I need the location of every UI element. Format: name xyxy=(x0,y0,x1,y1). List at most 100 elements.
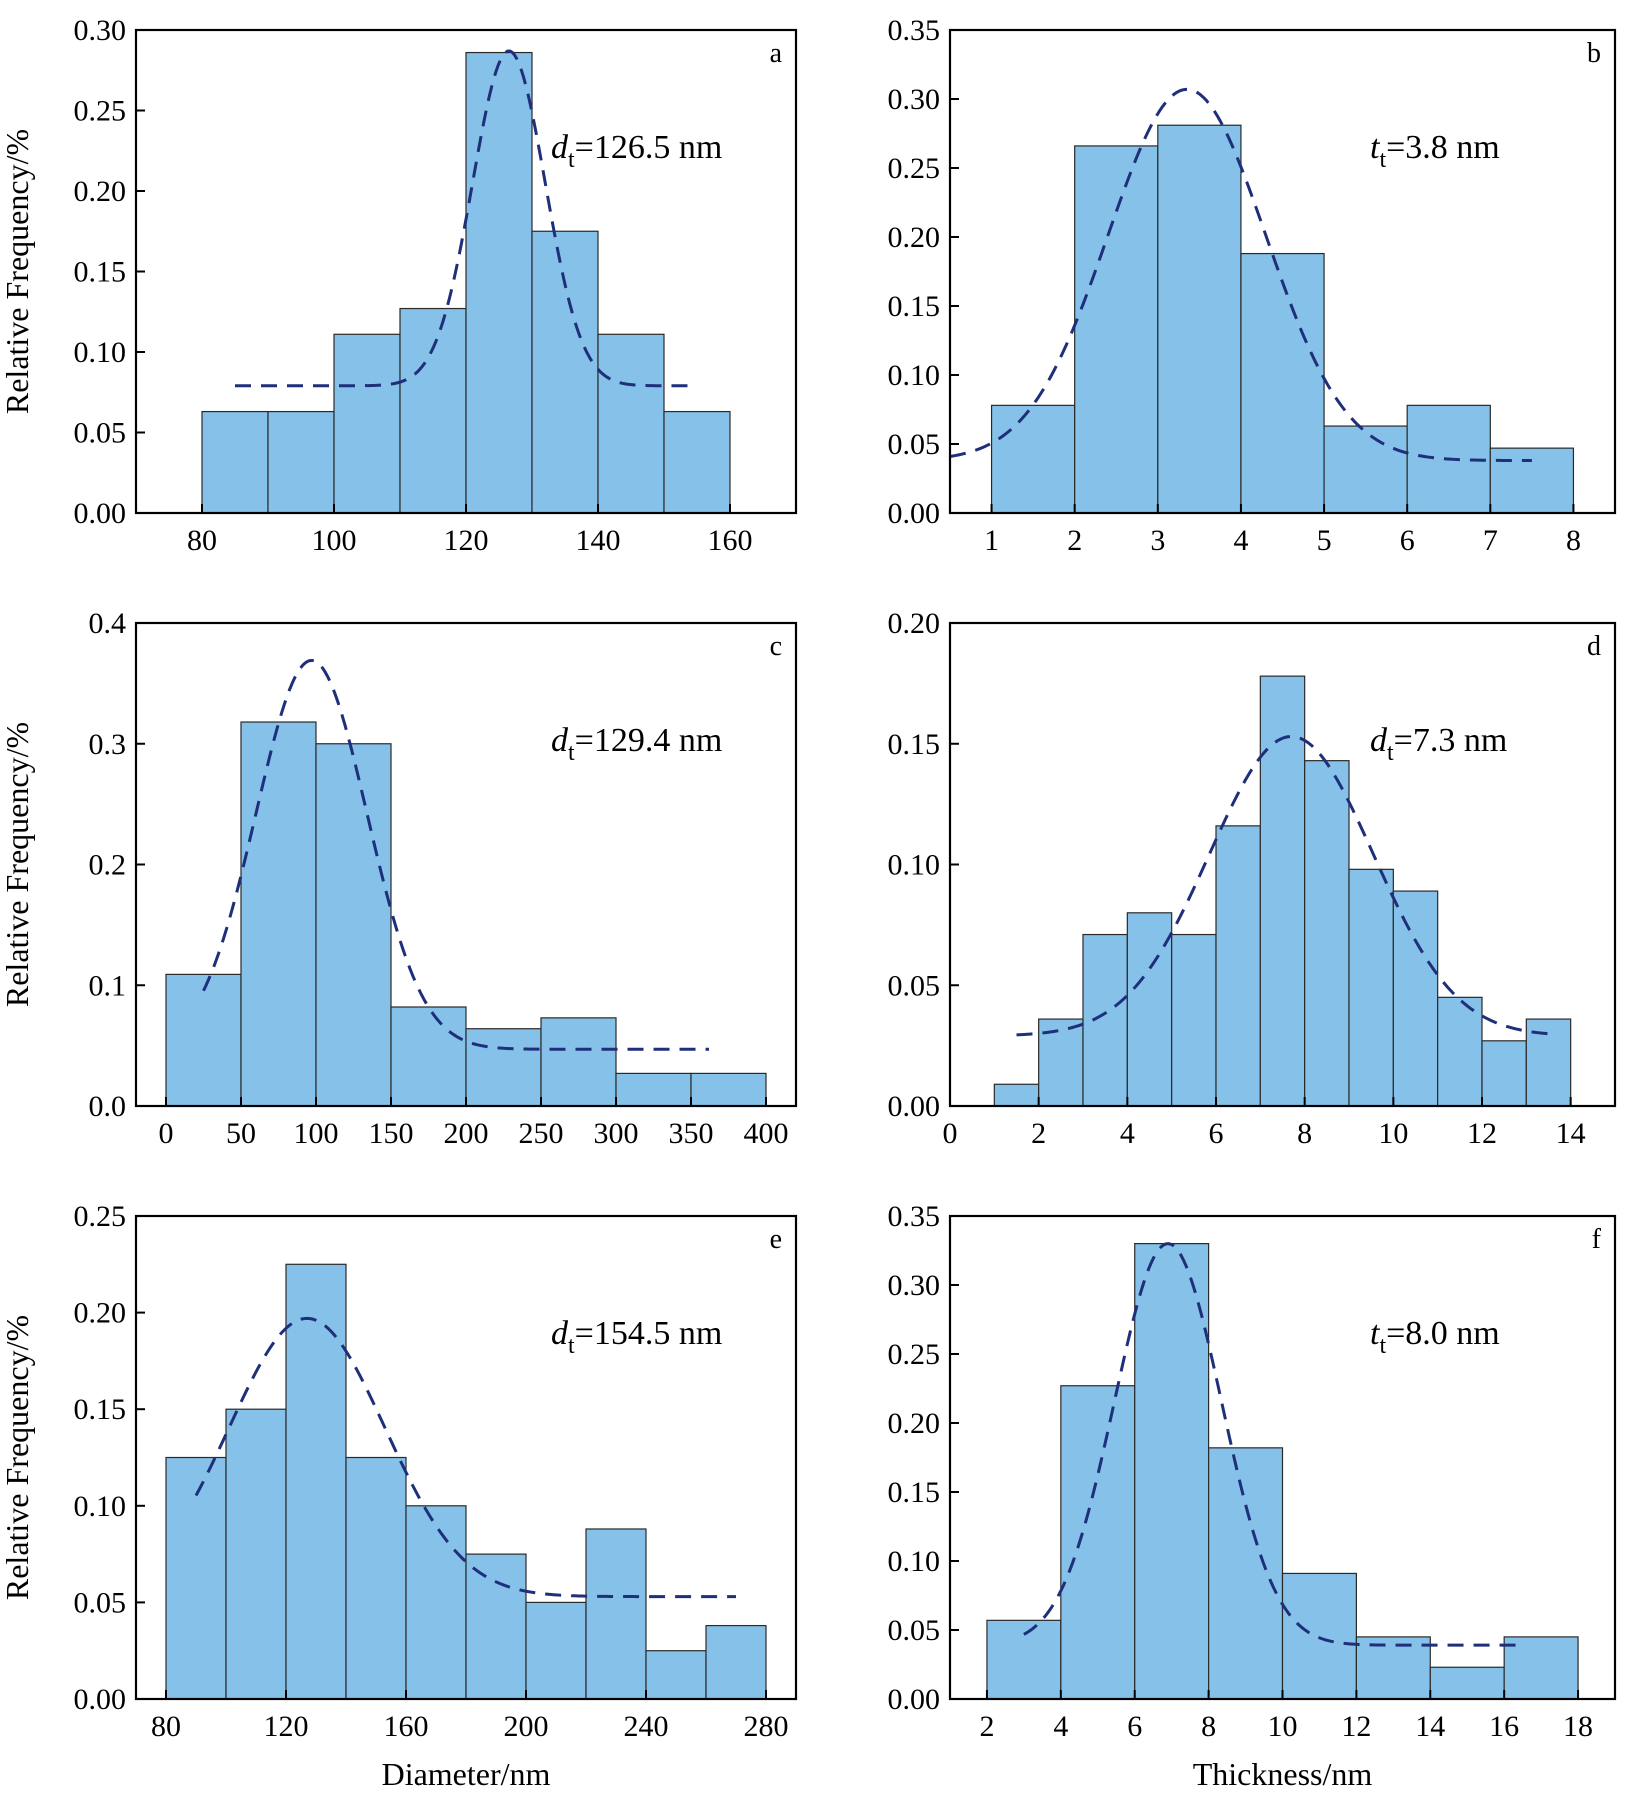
y-tick-label: 0.10 xyxy=(74,1490,127,1523)
annotation-subscript: t xyxy=(1387,740,1394,766)
plot-frame xyxy=(948,28,1617,515)
histogram-bar xyxy=(986,1619,1062,1700)
x-tick-label: 160 xyxy=(708,524,753,557)
x-tick-label: 6 xyxy=(1127,1710,1142,1743)
histogram-bar xyxy=(1503,1636,1579,1700)
histogram-bar xyxy=(645,1650,707,1700)
y-tick-label: 0.25 xyxy=(74,1200,127,1233)
x-tick-label: 100 xyxy=(312,524,357,557)
histogram-bar xyxy=(1208,1447,1284,1700)
panel-letter: e xyxy=(770,1224,782,1255)
fit-curve xyxy=(1016,735,1549,1037)
histogram-bar xyxy=(1074,145,1159,514)
x-tick-label: 240 xyxy=(624,1710,669,1743)
histogram-bar xyxy=(990,404,1076,514)
y-tick-label: 0.05 xyxy=(888,969,941,1002)
y-tick-label: 0.00 xyxy=(888,1683,941,1716)
x-axis-title: Diameter/nm xyxy=(382,1756,551,1792)
fit-annotation: dt=126.5 nm xyxy=(551,129,722,173)
x-axis-title: Thickness/nm xyxy=(1193,1756,1373,1792)
panel-b: 0.00 0.05 0.10 0.15 0.20 0.25 0.30 0.35 1 2 3 4 5 6 7 8… xyxy=(888,14,1617,557)
y-tick-label: 0.15 xyxy=(74,1393,127,1426)
histogram-bar xyxy=(585,1528,647,1700)
x-tick-label: 6 xyxy=(1400,524,1415,557)
x-tick-label: 2 xyxy=(1067,524,1082,557)
x-tick-label: 8 xyxy=(1297,1117,1312,1150)
x-tick-label: 2 xyxy=(979,1710,994,1743)
panel-c: 0.0 0.1 0.2 0.3 0.4 0 50 100 150 200 250 300 350 400 c… xyxy=(0,607,798,1150)
annotation-subscript: t xyxy=(1379,1333,1386,1359)
y-tick-label: 0.15 xyxy=(74,256,127,289)
fit-annotation: tt=8.0 nm xyxy=(1370,1315,1500,1359)
x-tick-label: 2 xyxy=(1031,1117,1046,1150)
fit-annotation: tt=3.8 nm xyxy=(1370,129,1500,173)
y-tick-label: 0.2 xyxy=(89,849,127,882)
x-tick-label: 300 xyxy=(594,1117,639,1150)
y-tick-label: 0.25 xyxy=(74,95,127,128)
x-tick-label: 80 xyxy=(151,1710,181,1743)
histogram-bar xyxy=(690,1072,767,1107)
y-tick-label: 0.15 xyxy=(888,1476,941,1509)
histogram-bar xyxy=(540,1017,617,1107)
x-tick-label: 5 xyxy=(1317,524,1332,557)
histogram-bar xyxy=(993,1083,1040,1107)
histogram-bar xyxy=(525,1601,587,1700)
y-tick-label: 0.20 xyxy=(888,1407,941,1440)
annotation-value: =126.5 nm xyxy=(575,129,723,166)
x-tick-label: 120 xyxy=(264,1710,309,1743)
histogram-bar xyxy=(345,1456,407,1700)
y-axis-title: Relative Frequency/% xyxy=(0,129,35,414)
y-tick-label: 0.05 xyxy=(74,417,127,450)
histogram-bar xyxy=(1082,933,1128,1107)
y-tick-label: 0.4 xyxy=(89,607,127,640)
panel-f: 0.00 0.05 0.10 0.15 0.20 0.25 0.30 0.35 2 4 6 8 10 12… xyxy=(888,1200,1617,1792)
x-tick-label: 250 xyxy=(519,1117,564,1150)
y-tick-label: 0.20 xyxy=(74,175,127,208)
x-tick-label: 10 xyxy=(1268,1710,1298,1743)
x-tick-label: 3 xyxy=(1150,524,1165,557)
histogram-bar xyxy=(225,1408,287,1700)
x-tick-label: 280 xyxy=(744,1710,789,1743)
histogram-bar xyxy=(201,410,269,514)
annotation-subscript: t xyxy=(568,740,575,766)
histogram-bar xyxy=(1171,933,1217,1107)
histogram-bar xyxy=(465,1553,527,1700)
x-tick-label: 140 xyxy=(576,524,621,557)
y-tick-label: 0.00 xyxy=(74,497,127,530)
annotation-value: =154.5 nm xyxy=(575,1315,723,1352)
x-tick-label: 8 xyxy=(1566,524,1581,557)
histogram-bar xyxy=(1060,1385,1136,1700)
x-tick-label: 100 xyxy=(294,1117,339,1150)
x-tick-label: 10 xyxy=(1378,1117,1408,1150)
x-tick-label: 1 xyxy=(984,524,999,557)
y-tick-label: 0.3 xyxy=(89,728,127,761)
fit-curve xyxy=(235,49,697,388)
annotation-variable: d xyxy=(551,1315,569,1352)
y-tick-label: 0.00 xyxy=(888,497,941,530)
annotation-variable: d xyxy=(551,129,569,166)
histogram-bar xyxy=(615,1072,692,1107)
annotation-subscript: t xyxy=(1379,147,1386,173)
fit-curve xyxy=(194,1316,736,1599)
x-tick-label: 4 xyxy=(1233,524,1248,557)
annotation-value: =3.8 nm xyxy=(1386,129,1500,166)
x-tick-label: 8 xyxy=(1201,1710,1216,1743)
histogram-bar xyxy=(1429,1666,1505,1700)
y-tick-label: 0.05 xyxy=(888,1614,941,1647)
annotation-variable: d xyxy=(1370,722,1388,759)
y-tick-label: 0.35 xyxy=(888,14,941,47)
x-tick-label: 350 xyxy=(669,1117,714,1150)
y-tick-label: 0.25 xyxy=(888,1338,941,1371)
plot-frame xyxy=(134,1214,798,1701)
x-tick-label: 50 xyxy=(226,1117,256,1150)
histogram-bar xyxy=(705,1624,767,1700)
y-tick-label: 0.05 xyxy=(888,428,941,461)
histogram-bar xyxy=(597,333,665,514)
histogram-bar xyxy=(165,1456,227,1700)
y-tick-label: 0.10 xyxy=(888,359,941,392)
x-tick-label: 18 xyxy=(1563,1710,1593,1743)
histogram-bar xyxy=(399,307,467,514)
x-tick-label: 200 xyxy=(504,1710,549,1743)
